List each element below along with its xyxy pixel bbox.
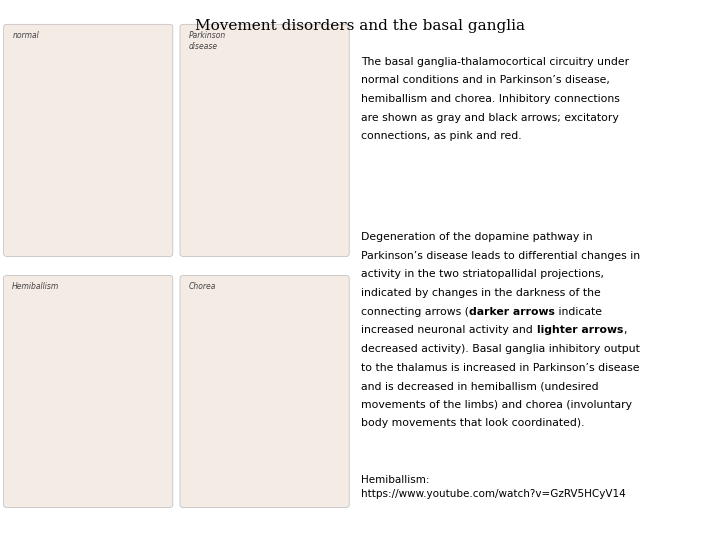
Text: https://www.youtube.com/watch?v=GzRV5HCyV14: https://www.youtube.com/watch?v=GzRV5HCy… [361,489,626,499]
Text: to the thalamus is increased in Parkinson’s disease: to the thalamus is increased in Parkinso… [361,362,640,373]
Text: body movements that look coordinated).: body movements that look coordinated). [361,418,585,429]
Text: indicate: indicate [555,307,602,317]
Text: connections, as pink and red.: connections, as pink and red. [361,131,522,141]
FancyBboxPatch shape [4,24,173,256]
Text: and is decreased in hemiballism (undesired: and is decreased in hemiballism (undesir… [361,381,599,391]
Text: ,: , [623,325,626,335]
Text: normal conditions and in Parkinson’s disease,: normal conditions and in Parkinson’s dis… [361,75,611,85]
Text: Degeneration of the dopamine pathway in: Degeneration of the dopamine pathway in [361,232,593,242]
Text: hemiballism and chorea. Inhibitory connections: hemiballism and chorea. Inhibitory conne… [361,94,621,104]
Text: indicated by changes in the darkness of the: indicated by changes in the darkness of … [361,288,601,298]
FancyBboxPatch shape [4,275,173,508]
Text: Movement disorders and the basal ganglia: Movement disorders and the basal ganglia [195,19,525,33]
FancyBboxPatch shape [180,24,349,256]
Text: Hemiballism: Hemiballism [12,282,60,292]
Text: Parkinson
disease: Parkinson disease [189,31,226,51]
FancyBboxPatch shape [180,275,349,508]
Text: activity in the two striatopallidal projections,: activity in the two striatopallidal proj… [361,269,605,280]
Text: lighter arrows: lighter arrows [536,325,623,335]
Text: darker arrows: darker arrows [469,307,555,317]
Text: Chorea: Chorea [189,282,216,292]
Text: increased neuronal activity and: increased neuronal activity and [361,325,536,335]
Text: Hemiballism:: Hemiballism: [361,475,430,485]
Text: movements of the limbs) and chorea (involuntary: movements of the limbs) and chorea (invo… [361,400,632,410]
Text: normal: normal [12,31,39,40]
Text: decreased activity). Basal ganglia inhibitory output: decreased activity). Basal ganglia inhib… [361,344,640,354]
Text: Parkinson’s disease leads to differential changes in: Parkinson’s disease leads to differentia… [361,251,641,261]
Text: connecting arrows (: connecting arrows ( [361,307,469,317]
Text: are shown as gray and black arrows; excitatory: are shown as gray and black arrows; exci… [361,112,619,123]
Text: The basal ganglia-thalamocortical circuitry under: The basal ganglia-thalamocortical circui… [361,57,629,67]
